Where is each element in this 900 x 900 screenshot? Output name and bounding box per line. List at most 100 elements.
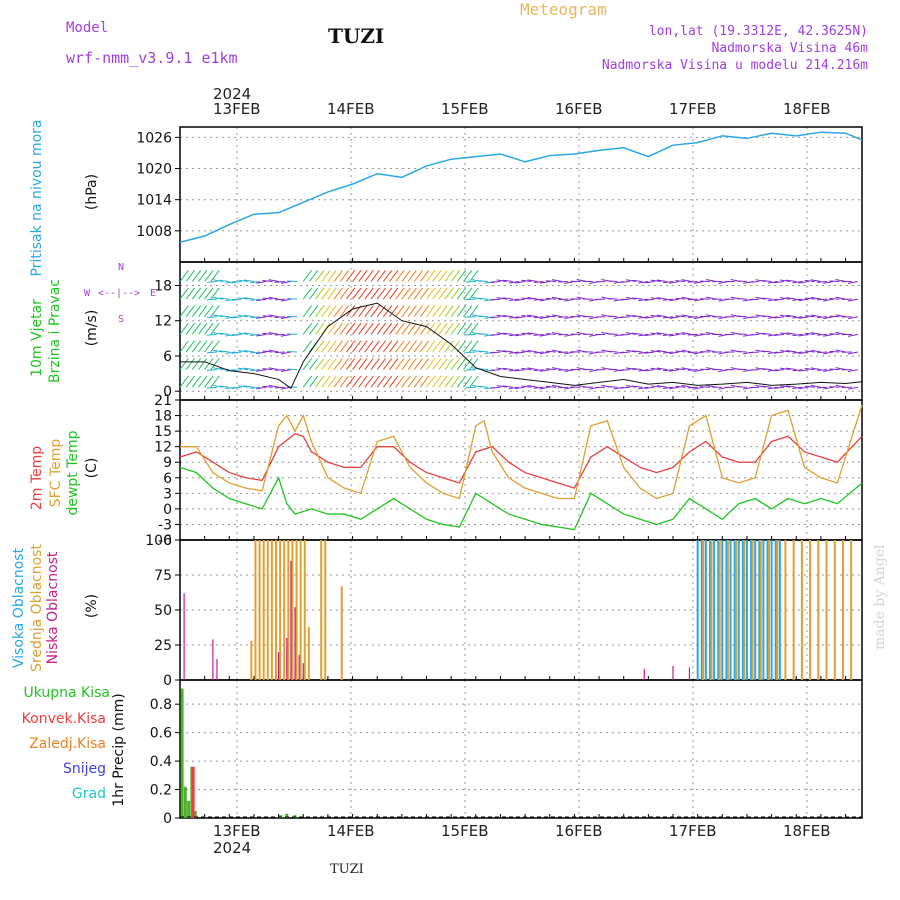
wind-barb: [607, 297, 618, 300]
wind-barb: [389, 358, 399, 370]
wind-barb: [798, 333, 809, 337]
wind-barb: [243, 349, 255, 353]
y-tick-label: 75: [154, 568, 172, 584]
wind-barb: [478, 350, 489, 353]
wind-barb: [395, 375, 405, 388]
wind-barb: [191, 340, 202, 353]
wind-barb: [835, 349, 846, 353]
wind-barb: [345, 305, 356, 318]
wind-barb: [407, 287, 417, 300]
wind-barb: [835, 367, 846, 371]
wind-barb: [395, 305, 405, 318]
wind-barb: [389, 322, 399, 335]
total-precip-bar: [180, 688, 184, 818]
wind-barb: [798, 386, 809, 390]
wind-barb: [502, 332, 513, 335]
wind-barb: [401, 358, 411, 370]
wind-barb: [219, 297, 230, 300]
wind-barb: [213, 332, 224, 335]
wind-barb: [823, 333, 834, 337]
wind-barb: [515, 280, 526, 284]
wind-barb: [407, 375, 417, 388]
wind-barb: [256, 280, 267, 284]
wind-barb: [515, 333, 526, 337]
y-tick-label: 3: [163, 486, 172, 502]
wind-barb: [206, 280, 218, 283]
wind-barb: [539, 386, 550, 390]
wind-barb: [250, 386, 261, 389]
wind-barb: [302, 375, 313, 388]
wind-barb: [515, 386, 526, 390]
wind-barb: [389, 269, 399, 282]
wind-barb: [508, 298, 520, 302]
wind-barb: [268, 296, 279, 300]
wind-barb: [761, 385, 772, 388]
wind-barb: [327, 375, 337, 388]
wind-barb: [413, 340, 423, 353]
wind-barb: [545, 333, 556, 335]
wind-barb: [401, 375, 411, 388]
wind-barb: [545, 297, 556, 300]
wind-barb: [650, 350, 661, 353]
wind-barb: [662, 369, 674, 372]
wind-barb: [225, 316, 236, 319]
wind-barb: [490, 333, 501, 336]
wind-barb: [644, 280, 655, 284]
wind-barb: [625, 332, 637, 335]
wind-barb: [315, 340, 325, 353]
bottom-date-15: 15FEB: [441, 822, 489, 840]
wind-barb: [817, 280, 828, 283]
top-year: 2024: [213, 85, 252, 103]
wind-barb: [358, 375, 368, 388]
y-tick-label: 1008: [136, 224, 172, 240]
wind-barb: [829, 350, 840, 353]
bottom-year: 2024: [213, 839, 252, 857]
wind-barb: [456, 269, 467, 282]
wind-barb: [780, 349, 791, 353]
wind-barb: [656, 367, 667, 371]
wind-barb: [389, 340, 399, 353]
wind-barb: [333, 305, 343, 318]
wind-barb: [625, 384, 637, 388]
wind-barb: [675, 280, 686, 282]
wind-barb: [607, 350, 618, 353]
wind-barb: [675, 332, 686, 335]
wind-barb: [847, 351, 858, 355]
y-tick-label: 9: [163, 455, 172, 471]
wind-barb: [321, 305, 331, 318]
wind-barb: [274, 316, 285, 318]
wind-barb: [625, 349, 637, 353]
wind-barb: [478, 315, 489, 318]
y-tick-label: 1020: [136, 162, 172, 178]
wind-barb: [438, 305, 448, 318]
wind-barb: [463, 375, 473, 388]
wind-barb: [533, 351, 544, 354]
wind-barb: [515, 298, 526, 302]
wind-barb: [607, 315, 618, 318]
wind-barb: [395, 287, 405, 300]
wind-barb: [364, 322, 374, 335]
wind-barb: [382, 322, 393, 335]
wind-barb: [327, 358, 337, 370]
wind-barb: [321, 375, 331, 388]
wind-barb: [527, 367, 538, 371]
meteogram-title: Meteogram: [520, 0, 607, 19]
wind-barb: [786, 350, 797, 353]
wind-barb: [625, 296, 637, 300]
wind-barb: [564, 280, 575, 284]
wind-barb: [644, 369, 655, 372]
wind-barb: [315, 375, 325, 388]
wind-barb: [632, 385, 643, 388]
wind-barb: [773, 280, 785, 284]
wind-barb: [370, 269, 380, 282]
wind-barb: [426, 322, 436, 335]
wind-barb: [376, 287, 387, 300]
wind-barb: [237, 297, 248, 300]
wind-barb: [382, 340, 393, 353]
precip-legend-hail: Grad: [71, 786, 106, 802]
model-elevation-label: Nadmorska Visina u modelu 214.216m: [601, 58, 868, 73]
wind-barb: [823, 280, 834, 284]
wind-barb: [364, 358, 374, 370]
wind-barb: [309, 305, 319, 318]
y-tick-label: -6: [158, 533, 172, 549]
